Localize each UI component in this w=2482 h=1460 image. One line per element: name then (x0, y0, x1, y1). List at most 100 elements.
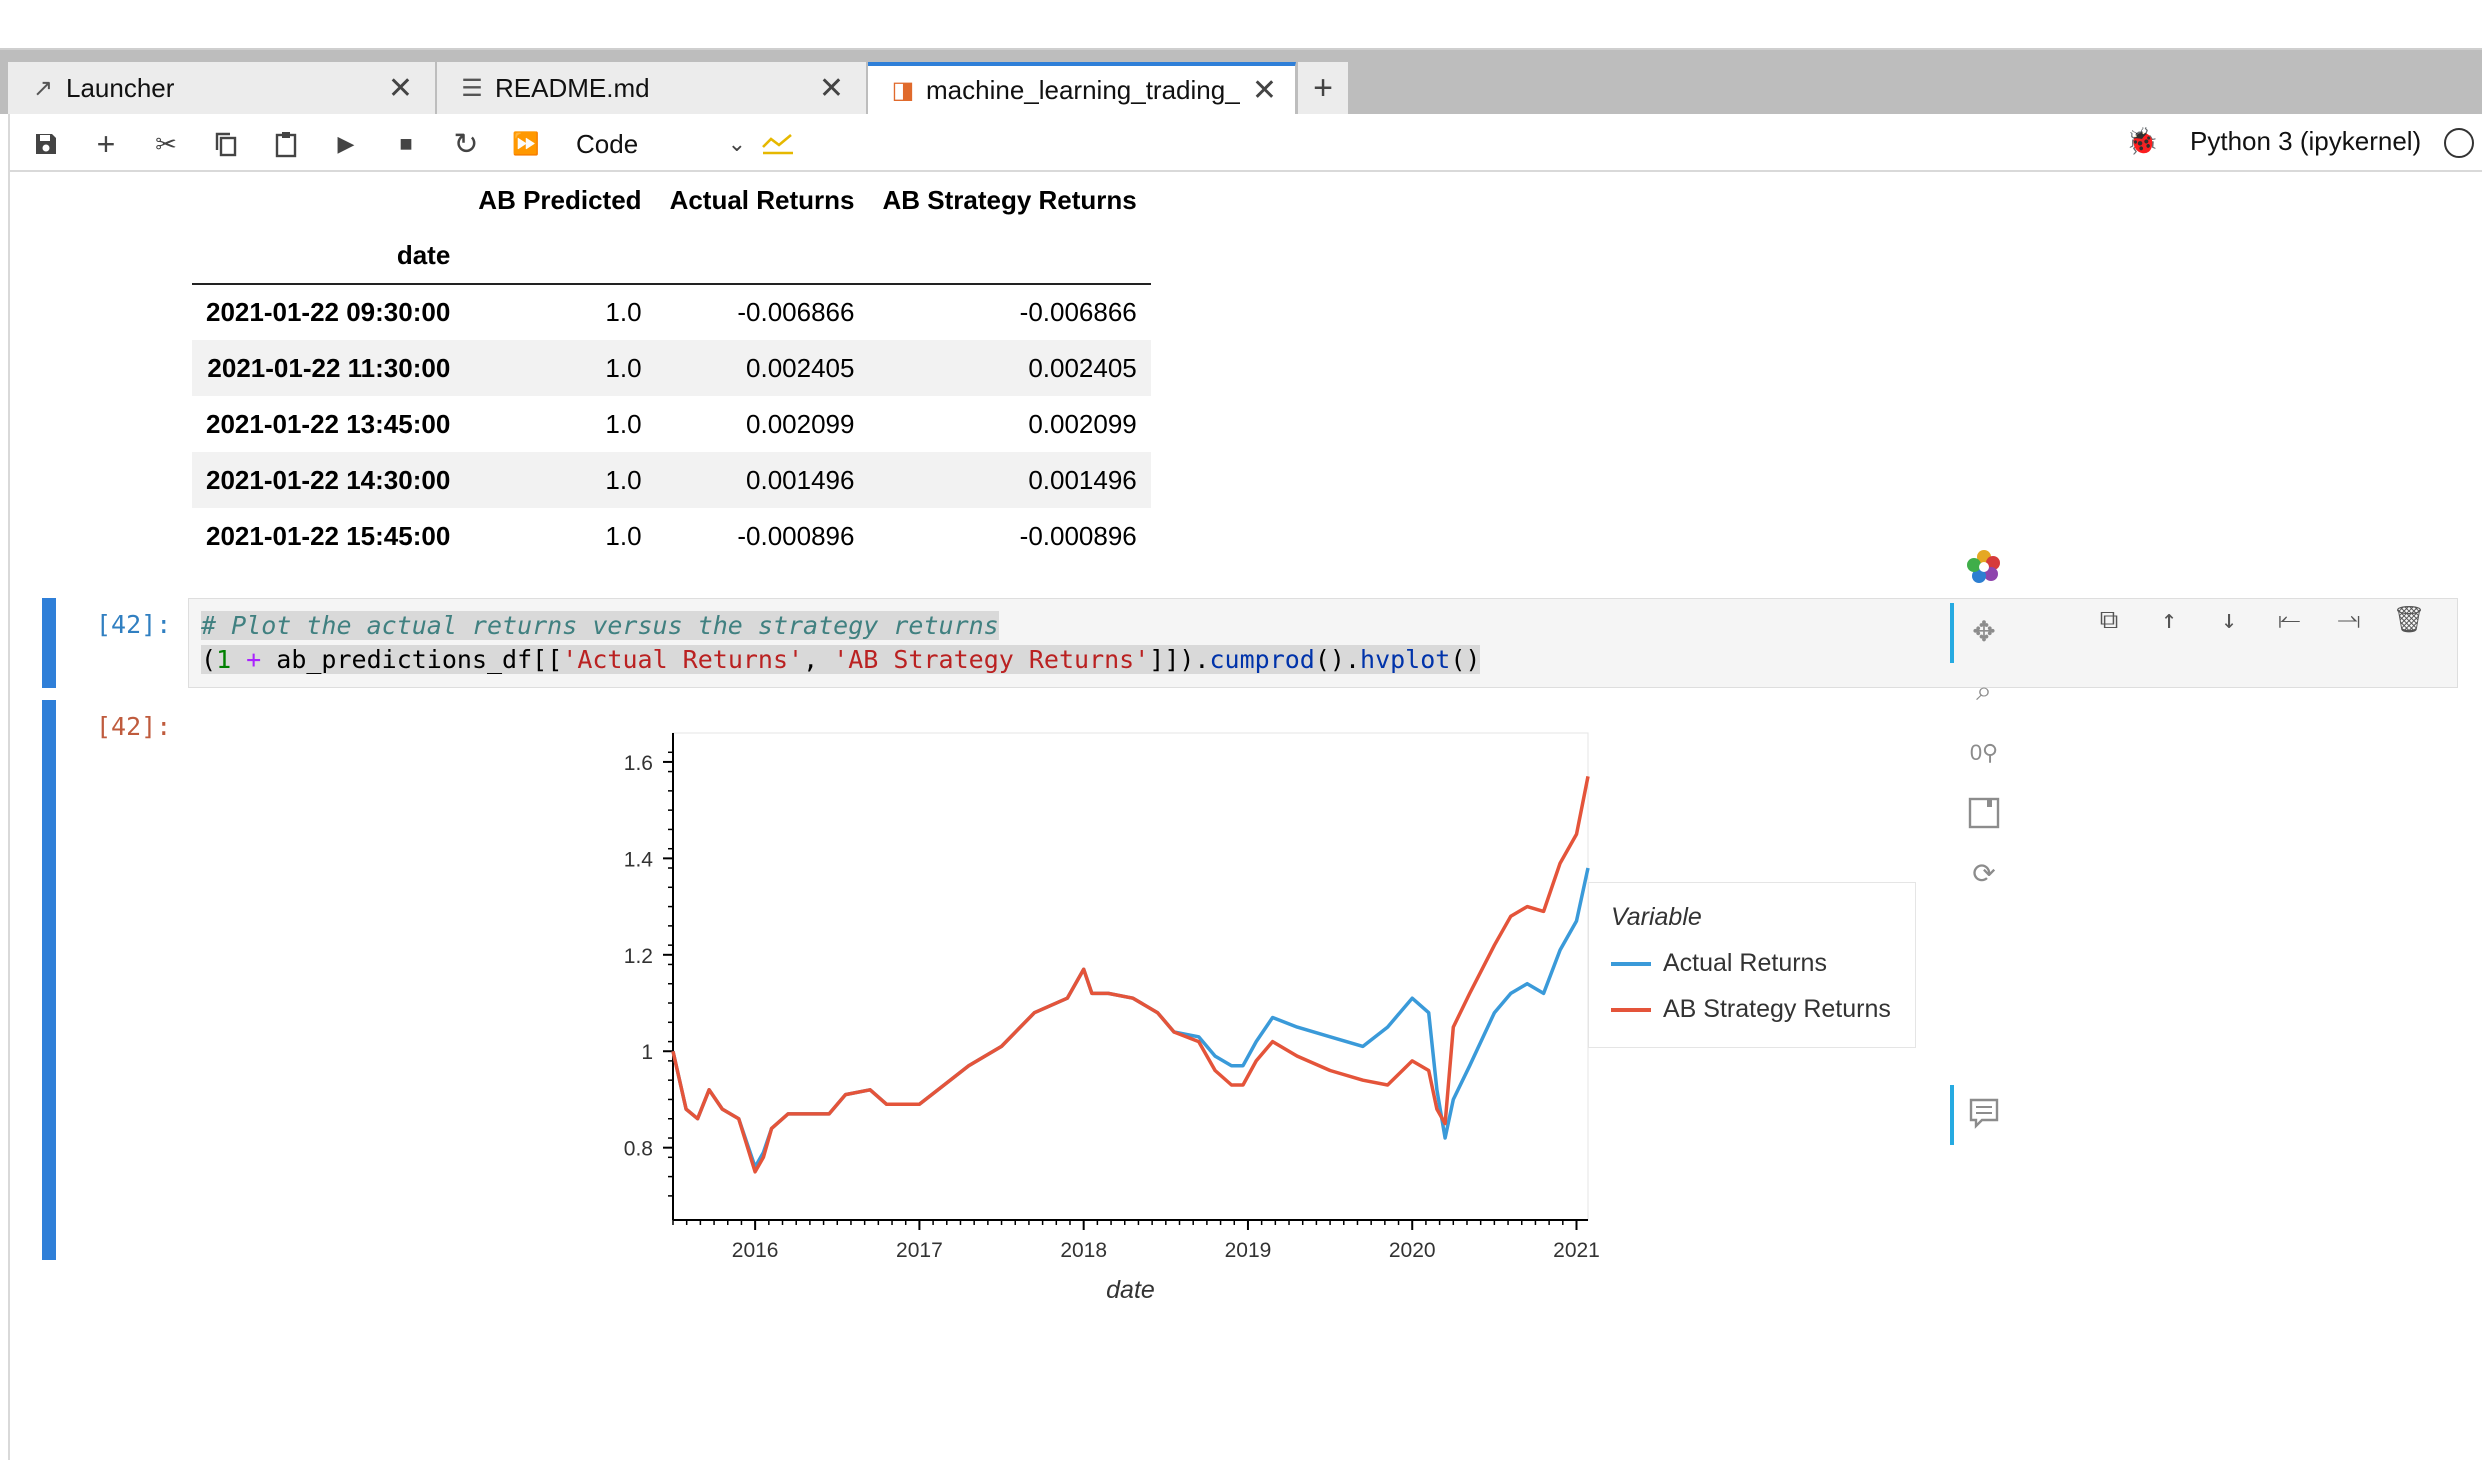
y-tick-label: 1.6 (624, 752, 653, 775)
notebook-toolbar: + ✂ ▶ ■ ↻ ⏩ Code ⌄ 🐞 Python 3 (ipykernel… (8, 114, 2482, 172)
add-cell-icon[interactable]: + (96, 125, 116, 162)
fast-forward-icon[interactable]: ⏩ (512, 131, 540, 156)
table-row: 2021-01-22 14:30:00 1.0 0.001496 0.00149… (192, 452, 1151, 508)
code-token: , (803, 645, 834, 674)
table-cell: -0.000896 (737, 520, 855, 551)
bokeh-logo-icon[interactable] (1962, 545, 2006, 589)
hover-icon[interactable] (1962, 1091, 2006, 1135)
code-token: + (231, 645, 277, 674)
cell-toolbar: ⧉ ↑ ↓ ⥒ ⥓ 🗑 (2079, 605, 2439, 636)
table-cell: 0.002405 (1028, 352, 1137, 383)
cell-type-select[interactable]: Code ⌄ (576, 124, 746, 164)
table-cell: -0.000896 (1019, 520, 1137, 551)
active-tool-indicator (1950, 603, 1954, 663)
insert-above-icon[interactable]: ⥒ (2277, 605, 2301, 635)
insert-below-icon[interactable]: ⥓ (2337, 605, 2361, 635)
table-cell: 1.0 (605, 352, 642, 383)
code-comment: # Plot the actual returns versus the str… (201, 611, 999, 640)
delete-cell-icon[interactable]: 🗑 (2392, 605, 2426, 635)
tab-launcher[interactable]: ↗ Launcher ✕ (8, 62, 436, 114)
tab-label: machine_learning_trading_ (926, 74, 1240, 105)
tab-readme[interactable]: ☰ README.md ✕ (437, 62, 867, 114)
notebook-icon: ◨ (891, 76, 915, 104)
code-token: ( (201, 645, 217, 674)
x-tick-label: 2021 (1553, 1239, 1600, 1262)
row-index: 2021-01-22 14:30:00 (206, 464, 451, 495)
table-header (192, 172, 464, 228)
code-token: 1 (216, 645, 232, 674)
table-cell: 1.0 (605, 464, 642, 495)
y-tick-label: 1.4 (624, 848, 654, 871)
box-zoom-icon[interactable]: ⌕ (1976, 674, 1992, 706)
close-icon[interactable]: ✕ (1251, 73, 1277, 107)
table-row: 2021-01-22 09:30:00 1.0 -0.006866 -0.006… (192, 284, 1151, 340)
input-prompt: [42]: (96, 610, 172, 639)
code-editor[interactable]: # Plot the actual returns versus the str… (188, 598, 2458, 688)
table-cell: 1.0 (605, 408, 642, 439)
code-token: ab_predictions_df[[ (276, 645, 563, 674)
index-name: date (192, 228, 465, 285)
move-down-icon[interactable]: ↓ (2221, 605, 2237, 635)
save-icon[interactable] (26, 124, 66, 164)
copy-icon[interactable] (206, 124, 246, 164)
row-index: 2021-01-22 15:45:00 (206, 520, 451, 551)
legend-label: AB Strategy Returns (1663, 995, 1891, 1023)
kernel-name[interactable]: Python 3 (ipykernel) (2190, 126, 2422, 156)
line-chart[interactable]: 0.8 1 1.2 1.4 1.6 2016 2017 2018 2019 2020 2021 dat… (560, 545, 1600, 1325)
y-tick-label: 1 (641, 1041, 653, 1064)
browser-top-strip (0, 0, 2482, 50)
table-cell: 0.002405 (746, 352, 855, 383)
add-tab-button[interactable]: + (1298, 62, 1348, 114)
x-tick-label: 2018 (1060, 1239, 1107, 1262)
code-token: (). (1314, 645, 1361, 674)
external-link-icon: ↗ (32, 74, 54, 102)
reset-icon[interactable]: ⟳ (1972, 857, 1996, 889)
code-token: 'Actual Returns' (562, 645, 804, 674)
bokeh-toolbar: ✥ ⌕ 0⚲ ⟳ (1950, 545, 2020, 1155)
restart-icon[interactable]: ↻ (453, 127, 479, 161)
close-icon[interactable]: ✕ (818, 71, 844, 105)
legend-item-actual[interactable]: Actual Returns (1611, 949, 1827, 978)
x-tick-label: 2020 (1389, 1239, 1436, 1262)
move-up-icon[interactable]: ↑ (2161, 605, 2177, 635)
code-token: ]]). (1149, 645, 1210, 674)
row-index: 2021-01-22 13:45:00 (206, 408, 451, 439)
chevron-down-icon: ⌄ (727, 131, 746, 156)
save-plot-icon[interactable] (1962, 791, 2006, 835)
legend-title: Variable (1611, 903, 1702, 931)
row-index: 2021-01-22 11:30:00 (207, 352, 451, 383)
table-header: AB Strategy Returns (882, 184, 1137, 215)
table-cell: -0.006866 (737, 297, 855, 327)
stop-icon[interactable]: ■ (399, 131, 413, 156)
close-icon[interactable]: ✕ (387, 71, 413, 105)
table-row: 2021-01-22 15:45:00 1.0 -0.000896 -0.000… (192, 508, 1151, 564)
x-tick-label: 2017 (896, 1239, 943, 1262)
legend-item-strategy[interactable]: AB Strategy Returns (1611, 995, 1891, 1024)
table-cell: 0.002099 (1028, 408, 1137, 439)
code-token: cumprod (1209, 645, 1315, 674)
chart-icon[interactable] (758, 124, 798, 164)
cell-type-value: Code (576, 128, 639, 159)
table-row: 2021-01-22 11:30:00 1.0 0.002405 0.00240… (192, 340, 1151, 396)
run-icon[interactable]: ▶ (337, 131, 355, 156)
wheel-zoom-icon[interactable]: 0⚲ (1969, 740, 1999, 765)
table-cell: 1.0 (605, 297, 642, 327)
paste-icon[interactable] (266, 124, 306, 164)
active-tool-indicator (1950, 1085, 1954, 1145)
code-line: # Plot the actual returns versus the str… (201, 609, 2445, 643)
cell-input-collapser[interactable] (42, 598, 56, 688)
cell-output-collapser[interactable] (42, 700, 56, 1260)
table-cell: 0.002099 (746, 408, 855, 439)
code-token: hvplot (1360, 645, 1451, 674)
text-file-icon: ☰ (461, 74, 483, 102)
tab-notebook[interactable]: ◨ machine_learning_trading_ ✕ (868, 62, 1296, 114)
table-cell: -0.006866 (1019, 297, 1137, 327)
x-axis-label: date (1106, 1276, 1155, 1304)
cut-icon[interactable]: ✂ (155, 128, 177, 159)
legend-swatch (1611, 1007, 1651, 1012)
pan-icon[interactable]: ✥ (1972, 615, 1996, 647)
bug-icon[interactable]: 🐞 (2126, 126, 2159, 156)
duplicate-cell-icon[interactable]: ⧉ (2099, 605, 2119, 635)
dataframe-output: AB Predicted Actual Returns AB Strategy … (192, 172, 1151, 564)
y-tick-label: 0.8 (624, 1138, 653, 1161)
